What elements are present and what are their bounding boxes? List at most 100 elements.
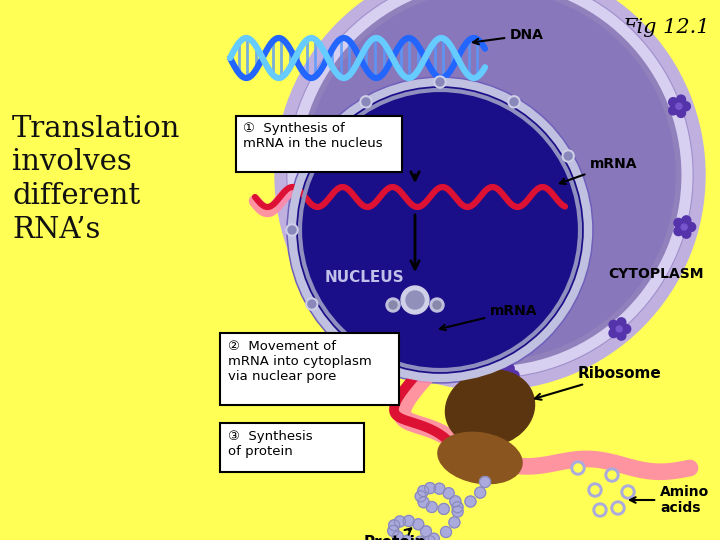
Circle shape <box>674 218 683 227</box>
Circle shape <box>498 375 506 384</box>
Circle shape <box>426 502 437 512</box>
Circle shape <box>402 535 413 540</box>
Circle shape <box>286 224 298 236</box>
Circle shape <box>508 96 520 108</box>
Text: Protein: Protein <box>364 528 426 540</box>
Circle shape <box>682 216 690 225</box>
Circle shape <box>433 301 441 309</box>
Circle shape <box>306 150 318 162</box>
Circle shape <box>669 106 678 115</box>
Circle shape <box>287 77 593 383</box>
FancyBboxPatch shape <box>236 116 402 172</box>
Text: NUCLEUS: NUCLEUS <box>325 270 405 285</box>
Circle shape <box>681 224 687 230</box>
Circle shape <box>505 372 510 378</box>
Circle shape <box>297 0 683 368</box>
Circle shape <box>288 226 296 234</box>
Circle shape <box>574 464 582 472</box>
Circle shape <box>415 491 426 502</box>
Text: ③  Synthesis
of protein: ③ Synthesis of protein <box>228 430 312 458</box>
Circle shape <box>687 222 696 232</box>
Text: Fig 12.1: Fig 12.1 <box>623 18 710 37</box>
Circle shape <box>593 503 607 517</box>
Circle shape <box>305 257 311 263</box>
Circle shape <box>379 340 388 349</box>
Circle shape <box>505 364 514 373</box>
Circle shape <box>387 338 396 347</box>
Circle shape <box>611 501 625 515</box>
Circle shape <box>387 351 396 360</box>
Circle shape <box>392 531 403 540</box>
Circle shape <box>297 251 307 260</box>
Circle shape <box>389 520 400 531</box>
Circle shape <box>562 150 574 162</box>
Circle shape <box>434 76 446 88</box>
Circle shape <box>624 488 632 496</box>
Circle shape <box>332 122 548 338</box>
Circle shape <box>289 129 299 138</box>
Circle shape <box>480 476 490 488</box>
Circle shape <box>282 140 291 149</box>
Circle shape <box>677 109 685 117</box>
Circle shape <box>312 102 568 358</box>
Circle shape <box>306 298 318 310</box>
Circle shape <box>616 326 622 332</box>
Circle shape <box>387 346 392 352</box>
Circle shape <box>588 483 602 497</box>
Text: Ribosome: Ribosome <box>535 366 662 400</box>
Circle shape <box>474 487 486 498</box>
Circle shape <box>392 345 401 354</box>
Circle shape <box>498 367 506 376</box>
Text: Translation
involves
different
RNA’s: Translation involves different RNA’s <box>12 115 181 244</box>
Circle shape <box>465 496 476 507</box>
Circle shape <box>305 249 315 258</box>
Circle shape <box>420 526 431 537</box>
Circle shape <box>621 325 631 334</box>
Circle shape <box>510 371 519 380</box>
Text: mRNA: mRNA <box>560 157 637 184</box>
Circle shape <box>377 167 503 293</box>
Circle shape <box>571 461 585 475</box>
Text: mRNA: mRNA <box>440 304 538 330</box>
Circle shape <box>669 98 678 106</box>
FancyBboxPatch shape <box>220 333 399 405</box>
Text: Amino
acids: Amino acids <box>630 485 709 515</box>
Circle shape <box>444 488 454 499</box>
Circle shape <box>441 526 451 537</box>
Circle shape <box>388 525 399 536</box>
Circle shape <box>430 298 444 312</box>
Circle shape <box>413 519 424 530</box>
Circle shape <box>305 0 675 360</box>
Circle shape <box>308 152 316 160</box>
Text: DNA: DNA <box>473 28 544 44</box>
Circle shape <box>357 147 523 313</box>
Circle shape <box>505 377 514 387</box>
Circle shape <box>510 98 518 106</box>
Circle shape <box>275 0 705 390</box>
Ellipse shape <box>438 433 522 484</box>
Circle shape <box>608 471 616 479</box>
Circle shape <box>386 298 400 312</box>
Circle shape <box>415 536 426 540</box>
Circle shape <box>362 98 370 106</box>
Circle shape <box>438 503 449 515</box>
Circle shape <box>681 102 690 111</box>
Circle shape <box>676 103 682 109</box>
Circle shape <box>310 255 320 265</box>
Circle shape <box>297 260 307 268</box>
Text: ②  Movement of
mRNA into cytoplasm
via nuclear pore: ② Movement of mRNA into cytoplasm via nu… <box>228 340 372 383</box>
Circle shape <box>287 0 693 378</box>
Circle shape <box>677 95 685 104</box>
Circle shape <box>308 300 316 308</box>
Circle shape <box>395 516 405 527</box>
Circle shape <box>449 517 460 528</box>
Circle shape <box>401 286 429 314</box>
Circle shape <box>418 485 428 496</box>
Ellipse shape <box>446 370 534 446</box>
Circle shape <box>436 78 444 86</box>
Circle shape <box>682 229 690 238</box>
Circle shape <box>389 301 397 309</box>
Circle shape <box>282 131 291 140</box>
Circle shape <box>452 506 463 517</box>
Circle shape <box>596 506 604 514</box>
